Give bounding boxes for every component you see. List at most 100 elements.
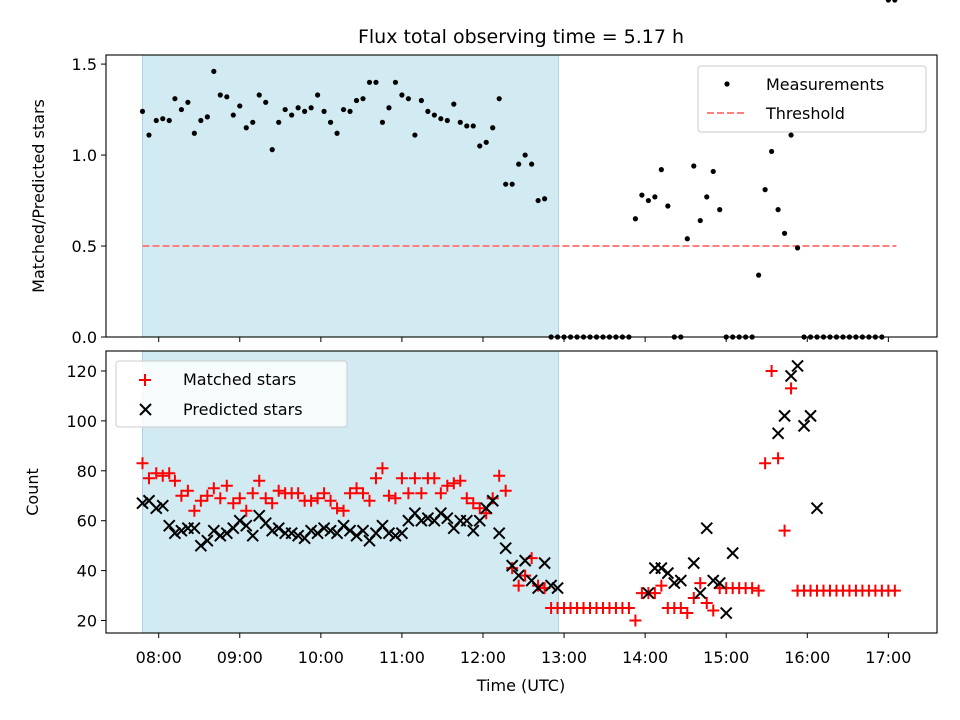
predicted-star-point (207, 524, 221, 537)
predicted-star-point (163, 519, 176, 532)
predicted-star-point (240, 519, 253, 532)
predicted-star-point (492, 526, 506, 540)
matched-star-point (622, 602, 635, 615)
predicted-star-point (168, 526, 182, 540)
measurement-point (230, 112, 236, 118)
measurement-point (418, 97, 424, 104)
predicted-star-point (707, 574, 720, 587)
measurement-point (483, 139, 489, 145)
measurement-point (256, 92, 262, 98)
measurement-point (756, 272, 762, 278)
measurement-point (717, 207, 723, 213)
matched-star-point (415, 487, 428, 500)
predicted-star-point (441, 511, 454, 525)
legend-measurements-marker (724, 81, 730, 87)
predicted-star-point (505, 559, 519, 572)
predicted-star-point (389, 529, 402, 542)
y-tick-label: 0.0 (72, 328, 97, 347)
x-tick-label: 16:00 (784, 648, 830, 667)
measurement-point (781, 230, 788, 236)
predicted-star-point (544, 579, 558, 592)
predicted-star-point (467, 524, 480, 537)
predicted-star-point (233, 514, 246, 527)
predicted-star-point (791, 359, 804, 373)
predicted-star-point (382, 526, 396, 540)
predicted-star-point (285, 526, 298, 540)
matched-star-point (648, 587, 661, 600)
matched-star-point (253, 474, 266, 487)
measurement-point (710, 168, 716, 175)
matched-star-point (674, 602, 687, 615)
measurement-point (438, 116, 444, 122)
legend-measurements-label: Measurements (766, 75, 884, 94)
predicted-star-point (175, 524, 188, 537)
x-tick-label: 12:00 (460, 648, 506, 667)
predicted-star-point (661, 566, 675, 580)
x-tick-label: 15:00 (703, 648, 749, 667)
measurement-point (496, 96, 502, 102)
predicted-star-point (350, 529, 363, 542)
matched-star-point (778, 524, 791, 537)
measurement-point (658, 167, 664, 173)
measurement-point (457, 119, 463, 125)
measurement-point (360, 96, 366, 102)
measurement-point (645, 197, 651, 204)
x-tick-label: 08:00 (136, 648, 182, 667)
measurement-point (178, 106, 184, 113)
matched-star-point (142, 472, 155, 485)
measurement-point (639, 192, 645, 198)
matched-star-point (785, 382, 798, 395)
measurement-point (185, 99, 191, 105)
predicted-star-point (784, 369, 798, 383)
ratio-legend-box (697, 65, 927, 133)
x-tick-label: 09:00 (217, 648, 263, 667)
measurement-point (684, 236, 690, 242)
matched-star-point (233, 492, 246, 505)
matched-star-point (408, 472, 421, 485)
matched-star-point (376, 462, 389, 475)
measurement-point (425, 108, 431, 114)
measurement-point (665, 203, 671, 209)
measurement-point (340, 106, 347, 113)
measurement-point (542, 196, 548, 202)
matched-star-point (707, 604, 720, 617)
matched-star-point (746, 582, 759, 595)
matched-star-point (759, 457, 772, 470)
measurement-point (308, 105, 314, 111)
predicted-star-point (700, 521, 713, 535)
predicted-star-point (486, 494, 499, 507)
measurement-point (146, 132, 152, 138)
count-panel-frame (105, 350, 938, 634)
matched-star-point (428, 472, 441, 485)
measurement-point (321, 108, 327, 114)
predicted-star-point (136, 497, 149, 510)
matched-star-point (486, 492, 499, 505)
predicted-star-point (317, 521, 331, 535)
matched-star-point (499, 484, 512, 497)
predicted-star-point (551, 581, 564, 595)
legend-predicted-marker (139, 403, 152, 416)
matched-star-point (687, 592, 700, 605)
count-legend: Matched stars Predicted stars (115, 360, 348, 428)
measurement-point (386, 105, 392, 111)
predicted-star-point (531, 581, 545, 595)
y-tick-label: 60 (77, 512, 97, 531)
predicted-star-point (460, 514, 473, 527)
matched-star-point (532, 579, 545, 592)
matched-star-point (467, 497, 480, 510)
measurement-point (243, 125, 249, 131)
predicted-star-point (804, 409, 817, 423)
matched-star-point (369, 472, 382, 485)
predicted-star-point (311, 526, 324, 540)
ratio-panel-frame (105, 54, 938, 338)
predicted-star-point (324, 524, 337, 537)
matched-star-point (214, 492, 227, 505)
measurement-point (334, 130, 340, 136)
predicted-star-point (421, 511, 435, 525)
predicted-star-point (642, 586, 655, 600)
x-tick-label: 13:00 (541, 648, 587, 667)
y-tick-label: 40 (77, 562, 97, 581)
measurement-point (509, 181, 515, 187)
measurement-point (444, 117, 450, 124)
